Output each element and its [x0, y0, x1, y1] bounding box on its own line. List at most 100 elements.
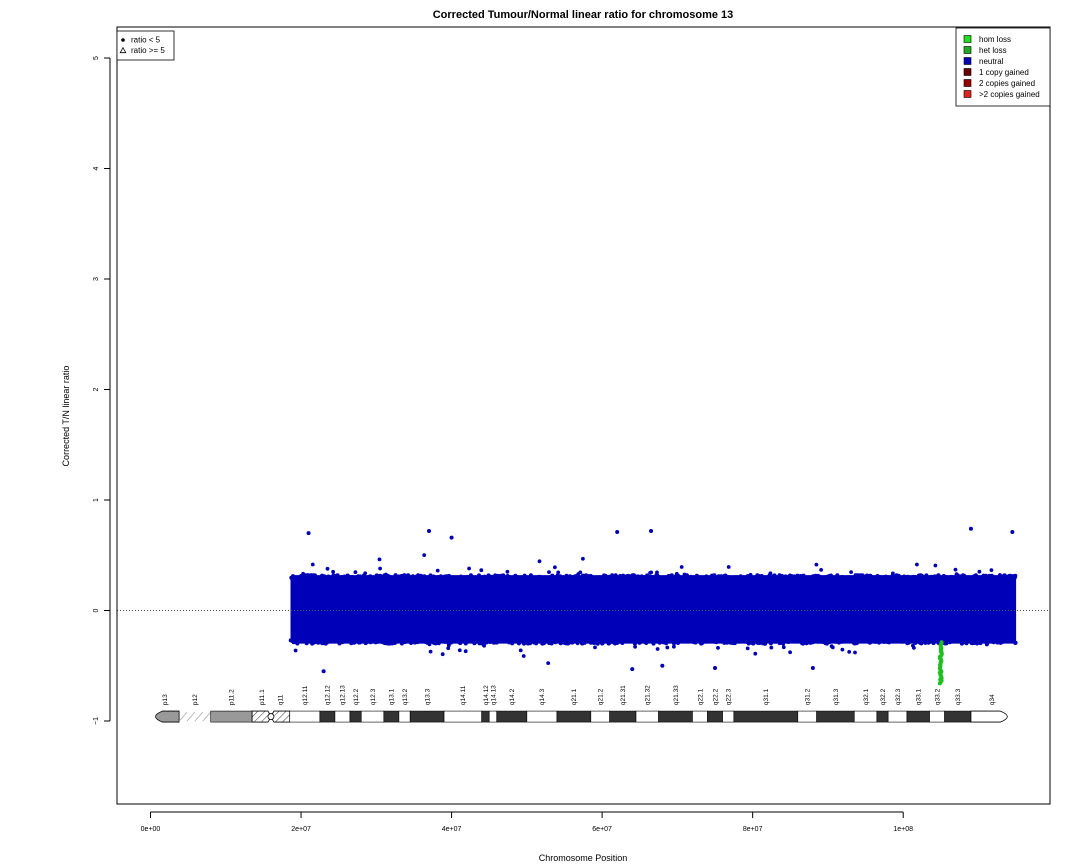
- ideogram-band: q22.2: [707, 688, 723, 723]
- neutral-point: [668, 639, 673, 643]
- neutral-point: [898, 578, 903, 583]
- neutral-point: [586, 636, 591, 641]
- neutral-point: [371, 575, 375, 580]
- neutral-point: [1002, 636, 1007, 641]
- neutral-point: [977, 569, 982, 574]
- ideogram-band: q31.2: [797, 688, 817, 723]
- neutral-point: [1002, 574, 1007, 579]
- ideogram-band: q14.13: [488, 685, 497, 723]
- ideogram-band-label: q33.3: [955, 688, 962, 705]
- neutral-point: [840, 576, 845, 581]
- neutral-outlier-point: [1010, 530, 1015, 535]
- neutral-point: [649, 570, 654, 575]
- neutral-outlier-point: [426, 528, 431, 533]
- ideogram-band: q12.11: [289, 685, 321, 723]
- neutral-point: [294, 638, 299, 643]
- neutral-point: [868, 577, 873, 582]
- neutral-point: [989, 568, 994, 572]
- svg-text:neutral: neutral: [979, 57, 1004, 66]
- neutral-point: [749, 576, 754, 580]
- neutral-point: [948, 636, 953, 641]
- ideogram-band-label: q34: [989, 694, 996, 705]
- neutral-point: [578, 570, 583, 575]
- neutral-point: [626, 577, 631, 582]
- ideogram-band-label: q32.2: [880, 688, 887, 705]
- neutral-point: [1010, 578, 1014, 582]
- neutral-point: [317, 636, 322, 641]
- neutral-point: [469, 637, 474, 642]
- ideogram-band: q22.3: [722, 688, 735, 723]
- neutral-point: [446, 575, 451, 579]
- neutral-point: [501, 636, 506, 641]
- neutral-point: [704, 638, 709, 643]
- neutral-point: [433, 637, 438, 642]
- ideogram-band: q12.12: [319, 685, 336, 723]
- neutral-point: [526, 641, 530, 646]
- neutral-outlier-point: [615, 530, 620, 535]
- neutral-point: [886, 636, 891, 641]
- neutral-point: [377, 639, 382, 644]
- neutral-point: [537, 578, 542, 583]
- neutral-point: [1008, 573, 1013, 578]
- neutral-point: [612, 636, 617, 641]
- neutral-point: [827, 640, 832, 645]
- neutral-point: [796, 639, 801, 644]
- neutral-point: [589, 575, 594, 579]
- neutral-point: [946, 577, 951, 582]
- ideogram-band: q12.3: [360, 688, 385, 723]
- neutral-point: [377, 557, 382, 562]
- neutral-point: [428, 573, 433, 578]
- neutral-point: [935, 639, 940, 644]
- neutral-point: [532, 640, 537, 645]
- neutral-point: [534, 636, 539, 641]
- neutral-point: [754, 636, 759, 641]
- ideogram-band-label: q13.2: [402, 688, 409, 705]
- neutral-point: [873, 639, 878, 644]
- ideogram-band-label: q12.11: [302, 685, 309, 705]
- neutral-point: [485, 637, 490, 642]
- neutral-point: [881, 637, 886, 642]
- neutral-point: [377, 576, 382, 581]
- neutral-point: [316, 575, 321, 580]
- neutral-point: [477, 641, 482, 646]
- neutral-outlier-point: [321, 669, 326, 674]
- neutral-point: [885, 639, 889, 644]
- neutral-point: [935, 576, 939, 581]
- neutral-point: [566, 638, 571, 642]
- neutral-point: [830, 645, 835, 650]
- ideogram-band-label: q31.2: [805, 688, 812, 705]
- neutral-point: [991, 574, 996, 579]
- ideogram-band: q14.12: [481, 685, 490, 723]
- neutral-point: [390, 576, 395, 581]
- neutral-point: [303, 573, 308, 578]
- neutral-point: [954, 637, 959, 641]
- neutral-point: [966, 577, 970, 582]
- ideogram-band-label: q22.1: [697, 688, 704, 705]
- neutral-point: [777, 636, 782, 641]
- ideogram-band: q21.31: [609, 685, 637, 723]
- neutral-point: [697, 638, 702, 643]
- neutral-point: [593, 645, 597, 650]
- neutral-point: [1009, 638, 1014, 643]
- x-axis: 0e+00 2e+07 4e+07 6e+07 8e+07 1e+08: [141, 811, 913, 833]
- neutral-point: [978, 641, 983, 646]
- neutral-point: [581, 556, 585, 561]
- svg-text:hom loss: hom loss: [979, 35, 1011, 44]
- neutral-point: [291, 578, 296, 583]
- neutral-point: [987, 573, 992, 578]
- ideogram-band-label: q21.31: [620, 685, 627, 705]
- neutral-point: [507, 577, 512, 582]
- neutral-outlier-point: [810, 665, 815, 670]
- neutral-point: [795, 577, 800, 582]
- ideogram-band-label: q14.11: [460, 685, 467, 705]
- neutral-point: [795, 573, 800, 578]
- neutral-point: [307, 573, 312, 578]
- neutral-point: [781, 576, 786, 581]
- neutral-outlier-point: [306, 531, 311, 536]
- neutral-point: [533, 577, 538, 582]
- ideogram-band: q21.33: [658, 685, 693, 723]
- neutral-point: [641, 577, 645, 582]
- ideogram-band: q12.2: [349, 688, 362, 723]
- ideogram-band: q33.2: [929, 688, 945, 723]
